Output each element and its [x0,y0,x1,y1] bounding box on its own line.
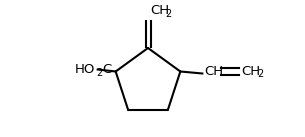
Text: CH: CH [241,65,260,78]
Text: 2: 2 [257,69,264,79]
Text: 2: 2 [165,9,171,19]
Text: HO: HO [74,63,95,76]
Text: C: C [103,63,112,76]
Text: 2: 2 [97,68,103,79]
Text: CH: CH [150,4,169,17]
Text: CH: CH [204,65,224,78]
